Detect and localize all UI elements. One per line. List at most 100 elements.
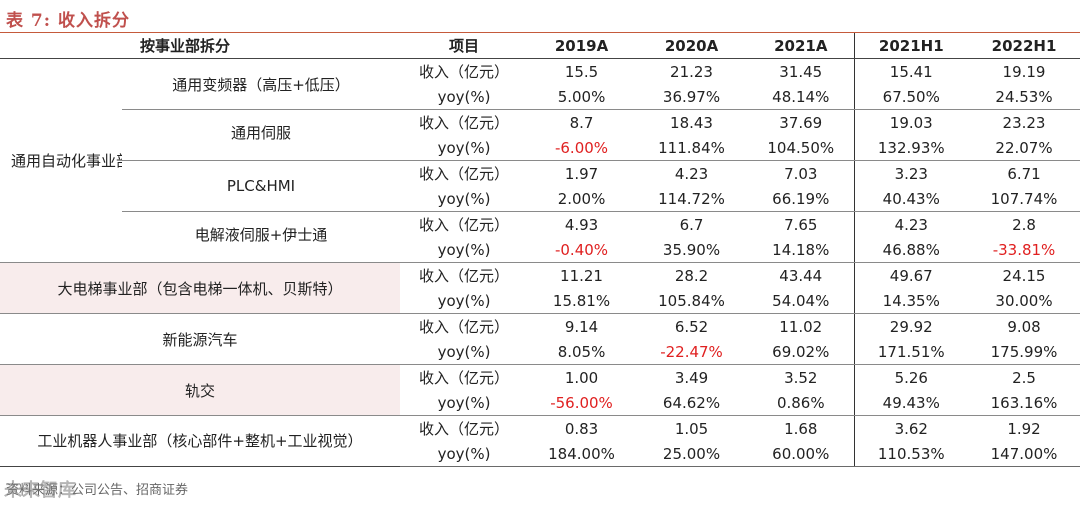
value-cell: 14.35% xyxy=(854,288,969,314)
value-cell: 7.03 xyxy=(748,160,855,186)
table-row: 通用自动化事业部 通用变频器（高压+低压） 收入（亿元） 15.5 21.23 … xyxy=(0,58,1080,263)
value-cell: 21.23 xyxy=(670,62,713,81)
segment-cell: 新能源汽车 xyxy=(0,313,401,365)
segment-cell: 通用变频器（高压+低压） xyxy=(122,58,401,110)
metric-label: yoy(%) xyxy=(400,135,529,161)
segment-cell: 通用伺服 xyxy=(122,109,401,161)
value-cell: 7.65 xyxy=(748,211,855,237)
value-cell: -0.40% xyxy=(528,237,636,263)
value-cell: 9.14 xyxy=(564,317,599,336)
value-cell: 132.93% xyxy=(854,135,969,161)
value-cell: 22.07% xyxy=(968,135,1080,161)
value-cell: 31.45 xyxy=(748,58,855,84)
metric-label: yoy(%) xyxy=(400,390,529,416)
value-cell: 48.14% xyxy=(748,84,855,110)
table-row: 通用伺服 收入（亿元） 8.7 18.43 37.69 19.03 23.23 xyxy=(0,109,1080,161)
segment-cell: 大电梯事业部（包含电梯一体机、贝斯特） xyxy=(0,262,401,314)
value-cell: 0.83 xyxy=(564,419,599,438)
value-cell: 14.18% xyxy=(748,237,855,263)
value-cell: -56.00% xyxy=(528,390,636,416)
value-cell: 2.00% xyxy=(528,186,636,212)
value-cell: 5.26 xyxy=(894,368,928,387)
value-cell: 4.23 xyxy=(894,215,928,234)
value-cell: 9.08 xyxy=(1007,317,1041,336)
metric-label: 收入（亿元） xyxy=(419,63,510,81)
metric-label: 收入（亿元） xyxy=(419,114,510,132)
value-cell: 2.5 xyxy=(1012,368,1036,387)
value-cell: 171.51% xyxy=(854,339,969,365)
value-cell: 147.00% xyxy=(968,441,1080,467)
value-cell: 114.72% xyxy=(635,186,749,212)
table-row: 电解液伺服+伊士通 收入（亿元） 4.93 6.7 7.65 4.23 2.8 xyxy=(0,211,1080,263)
value-cell: 49.43% xyxy=(854,390,969,416)
header-year: 2021A xyxy=(748,33,855,59)
value-cell: 18.43 xyxy=(670,113,713,132)
value-cell: 1.00 xyxy=(564,368,599,387)
header-year: 2021H1 xyxy=(854,33,969,59)
value-cell: 1.97 xyxy=(564,164,599,183)
value-cell: 110.53% xyxy=(854,441,969,467)
value-cell: 1.05 xyxy=(674,419,709,438)
value-cell: 3.49 xyxy=(674,368,709,387)
value-cell: 35.90% xyxy=(635,237,749,263)
value-cell: 15.5 xyxy=(564,62,599,81)
value-cell: 15.81% xyxy=(528,288,636,314)
table-row: 大电梯事业部（包含电梯一体机、贝斯特） 收入（亿元） 11.21 28.2 43… xyxy=(0,262,1080,314)
segment-cell: 电解液伺服+伊士通 xyxy=(122,211,401,263)
value-cell: 6.7 xyxy=(679,215,704,234)
header-group: 按事业部拆分 xyxy=(0,33,401,59)
metric-label: 收入（亿元） xyxy=(419,216,510,234)
title-rule xyxy=(0,32,1080,33)
header-item: 项目 xyxy=(400,33,529,59)
value-cell: 3.62 xyxy=(894,419,928,438)
value-cell: 11.21 xyxy=(560,266,603,285)
value-cell: 29.92 xyxy=(889,317,933,336)
value-cell: 105.84% xyxy=(635,288,749,314)
value-cell: 25.00% xyxy=(635,441,749,467)
table-row: yoy(%) 5.00% 36.97% 48.14% 67.50% 24.53% xyxy=(0,84,1080,110)
value-cell: 107.74% xyxy=(968,186,1080,212)
segment-cell: 轨交 xyxy=(0,364,401,416)
value-cell: 184.00% xyxy=(528,441,636,467)
table-row: yoy(%) 15.81% 105.84% 54.04% 14.35% 30.0… xyxy=(0,288,1080,314)
value-cell: 11.02 xyxy=(748,313,855,339)
header-year: 2019A xyxy=(528,33,636,59)
metric-label: 收入（亿元） xyxy=(419,369,510,387)
value-cell: 8.7 xyxy=(569,113,594,132)
value-cell: -33.81% xyxy=(968,237,1080,263)
value-cell: 54.04% xyxy=(748,288,855,314)
value-cell: 60.00% xyxy=(748,441,855,467)
value-cell: 104.50% xyxy=(748,135,855,161)
value-cell: 66.19% xyxy=(748,186,855,212)
table-row: yoy(%) -6.00% 111.84% 104.50% 132.93% 22… xyxy=(0,135,1080,161)
value-cell: 19.03 xyxy=(889,113,933,132)
value-cell: -6.00% xyxy=(528,135,636,161)
metric-label: yoy(%) xyxy=(400,288,529,314)
value-cell: 2.8 xyxy=(1012,215,1036,234)
metric-label: yoy(%) xyxy=(400,339,529,365)
value-cell: 37.69 xyxy=(748,109,855,135)
table-row: yoy(%) 2.00% 114.72% 66.19% 40.43% 107.7… xyxy=(0,186,1080,212)
revenue-breakdown-table: 按事业部拆分 项目 2019A 2020A 2021A 2021H1 2022H… xyxy=(0,33,1080,467)
segment-cell: 工业机器人事业部（核心部件+整机+工业视觉） xyxy=(0,415,401,467)
metric-label: yoy(%) xyxy=(400,186,529,212)
value-cell: 8.05% xyxy=(528,339,636,365)
metric-label: yoy(%) xyxy=(400,441,529,467)
value-cell: 5.00% xyxy=(528,84,636,110)
value-cell: 3.23 xyxy=(894,164,928,183)
metric-label: 收入（亿元） xyxy=(419,165,510,183)
category-cell: 通用自动化事业部 xyxy=(0,58,122,263)
value-cell: 64.62% xyxy=(635,390,749,416)
value-cell: 67.50% xyxy=(854,84,969,110)
table-row: 新能源汽车 收入（亿元） 9.14 6.52 11.02 29.92 9.08 xyxy=(0,313,1080,365)
value-cell: 43.44 xyxy=(748,262,855,288)
value-cell: 24.53% xyxy=(968,84,1080,110)
value-cell: 28.2 xyxy=(674,266,709,285)
table-row: PLC&HMI 收入（亿元） 1.97 4.23 7.03 3.23 6.71 xyxy=(0,160,1080,212)
value-cell: 46.88% xyxy=(854,237,969,263)
value-cell: 0.86% xyxy=(748,390,855,416)
metric-label: yoy(%) xyxy=(400,84,529,110)
value-cell: 15.41 xyxy=(889,62,933,81)
watermark: 未来智库 xyxy=(4,480,76,501)
table-row: yoy(%) 184.00% 25.00% 60.00% 110.53% 147… xyxy=(0,441,1080,467)
